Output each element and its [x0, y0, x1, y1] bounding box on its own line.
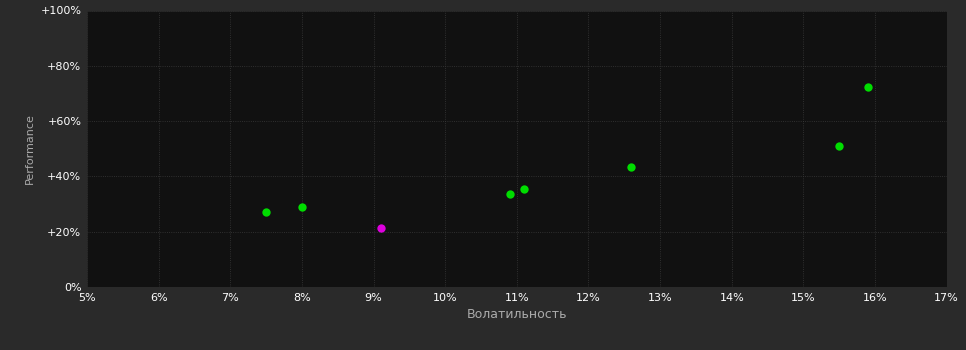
Y-axis label: Performance: Performance — [25, 113, 35, 184]
X-axis label: Волатильность: Волатильность — [467, 308, 567, 321]
